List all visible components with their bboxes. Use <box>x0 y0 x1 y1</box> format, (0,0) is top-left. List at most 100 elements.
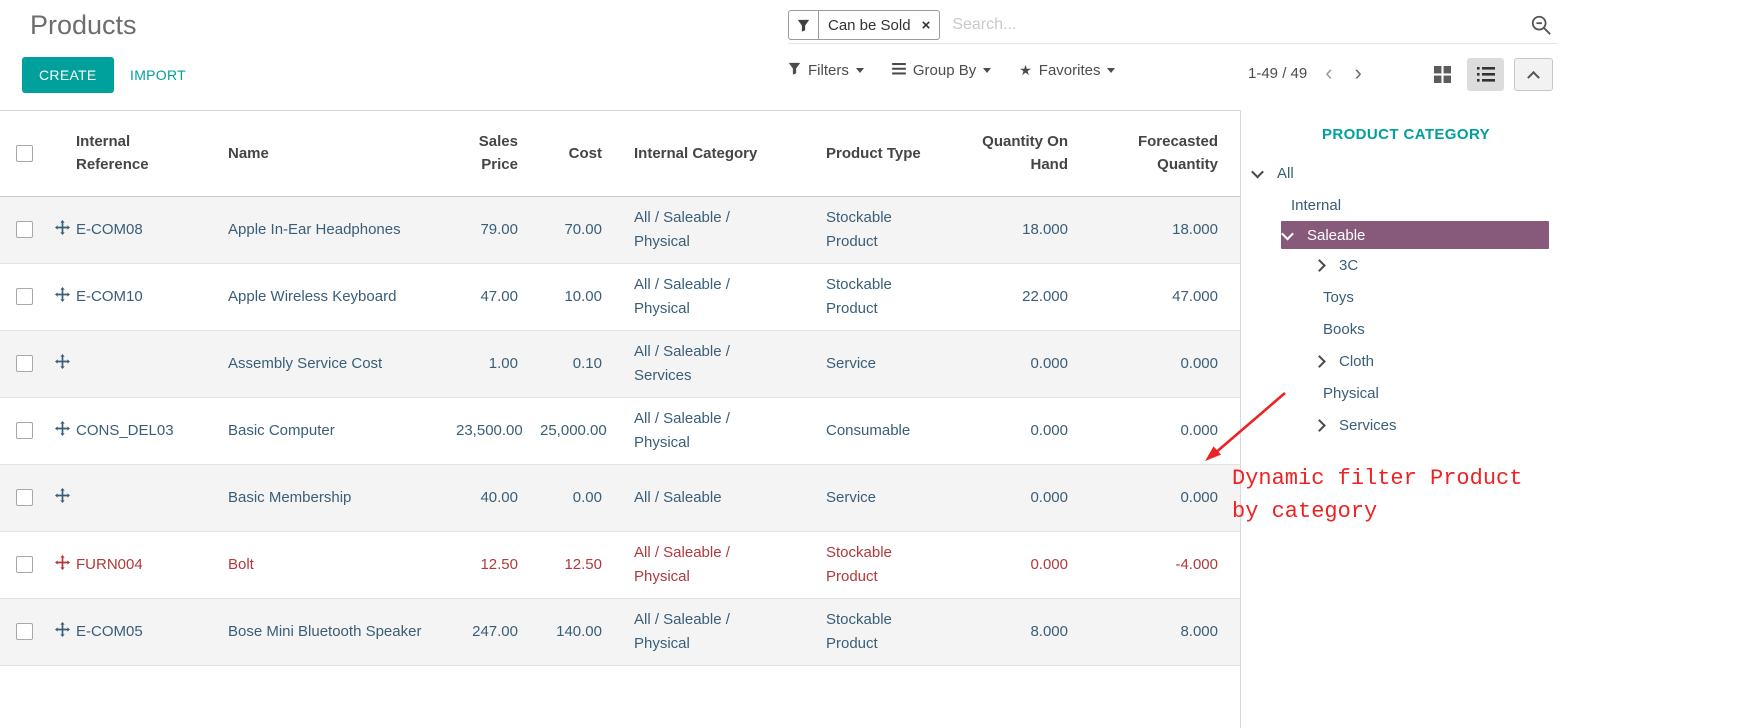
page-title: Products <box>30 10 137 40</box>
chevron-down-icon[interactable] <box>1281 227 1307 240</box>
cell-name: Assembly Service Cost <box>228 354 383 372</box>
cell-sales-price: 23,500.00 <box>456 422 523 439</box>
row-checkbox[interactable] <box>15 355 33 373</box>
cell-forecasted-quantity: 0.000 <box>1180 355 1218 372</box>
search-facet[interactable]: Can be Sold × <box>788 10 941 40</box>
row-checkbox[interactable] <box>15 556 33 574</box>
column-header-sales-price[interactable]: Sales Price <box>478 133 518 174</box>
search-bar: Can be Sold × <box>788 7 1558 44</box>
cell-quantity-on-hand: 0.000 <box>1030 556 1068 573</box>
cell-internal-reference: E-COM08 <box>76 221 143 238</box>
column-header-cost[interactable]: Cost <box>568 144 602 162</box>
sidebar-item-services[interactable]: Services <box>1241 409 1763 441</box>
sidebar-item-cloth[interactable]: Cloth <box>1241 345 1763 377</box>
sidebar-item-internal[interactable]: Internal <box>1291 196 1342 214</box>
group-by-dropdown[interactable]: Group By <box>891 62 992 79</box>
cell-sales-price: 247.00 <box>472 623 518 640</box>
column-header-product-type[interactable]: Product Type <box>826 144 921 162</box>
column-header-forecasted-quantity[interactable]: Forecasted Quantity <box>1137 133 1218 174</box>
pager: 1-49 / 49 ‹ › <box>1248 62 1366 84</box>
filters-dropdown[interactable]: Filters <box>788 62 864 79</box>
cell-internal-reference: E-COM10 <box>76 288 143 305</box>
cell-forecasted-quantity: 47.000 <box>1172 288 1218 305</box>
sidebar-title: PRODUCT CATEGORY <box>1321 126 1491 143</box>
table-row[interactable]: CONS_DEL03 Basic Computer 23,500.00 25,0… <box>0 397 1240 464</box>
cell-product-type: Service <box>826 354 877 372</box>
table-row[interactable]: E-COM05 Bose Mini Bluetooth Speaker 247.… <box>0 598 1240 665</box>
cell-internal-reference <box>76 330 228 397</box>
column-header-internal-category[interactable]: Internal Category <box>634 144 758 162</box>
cell-sales-price: 12.50 <box>480 556 518 573</box>
list-view-button[interactable] <box>1467 58 1504 91</box>
annotation-text: Dynamic filter Product by category <box>1232 466 1523 524</box>
chevron-down-icon <box>855 68 864 73</box>
cell-internal-reference: E-COM05 <box>76 623 143 640</box>
import-button[interactable]: IMPORT <box>122 57 194 93</box>
cell-name: Basic Computer <box>228 421 335 439</box>
pager-next-button[interactable]: › <box>1351 62 1366 84</box>
table-row[interactable]: Basic Membership 40.00 0.00 All / Saleab… <box>0 464 1240 531</box>
cell-internal-category: All / Saleable / Services <box>634 343 730 384</box>
cell-quantity-on-hand: 0.000 <box>1030 422 1068 439</box>
create-button[interactable]: CREATE <box>22 57 114 93</box>
sidebar-item-all[interactable]: All <box>1241 157 1763 189</box>
cell-product-type: Consumable <box>826 421 911 439</box>
column-header-name[interactable]: Name <box>228 144 269 162</box>
cell-internal-reference: CONS_DEL03 <box>76 422 174 439</box>
pager-previous-button[interactable]: ‹ <box>1321 62 1336 84</box>
cell-internal-category: All / Saleable / Physical <box>634 410 730 451</box>
cell-quantity-on-hand: 22.000 <box>1022 288 1068 305</box>
chevron-down-icon[interactable] <box>1251 165 1277 178</box>
star-icon: ★ <box>1019 62 1032 78</box>
sidebar-item-3c[interactable]: 3C <box>1241 249 1763 281</box>
cell-internal-reference <box>76 464 228 531</box>
sidebar-item-toys[interactable]: Toys <box>1323 288 1354 306</box>
cell-quantity-on-hand: 18.000 <box>1022 221 1068 238</box>
chevron-up-icon <box>1527 70 1540 84</box>
facet-remove-icon[interactable]: × <box>921 16 931 34</box>
row-checkbox[interactable] <box>15 221 33 239</box>
column-header-internal-reference[interactable]: Internal Reference <box>76 133 149 174</box>
row-checkbox[interactable] <box>15 422 33 440</box>
table-row[interactable]: E-COM10 Apple Wireless Keyboard 47.00 10… <box>0 263 1240 330</box>
sidebar-item-saleable[interactable]: Saleable <box>1281 221 1549 249</box>
collapse-panel-button[interactable] <box>1514 58 1553 91</box>
table-row[interactable]: E-COM08 Apple In-Ear Headphones 79.00 70… <box>0 196 1240 263</box>
drag-handle-icon[interactable] <box>54 287 70 306</box>
chevron-right-icon[interactable] <box>1313 354 1339 368</box>
drag-handle-icon[interactable] <box>54 555 70 574</box>
row-checkbox[interactable] <box>15 623 33 641</box>
category-tree: All Internal Saleable 3C Toys Books <box>1241 157 1763 441</box>
select-all-checkbox[interactable] <box>15 145 33 163</box>
group-bars-icon <box>891 62 906 79</box>
cell-sales-price: 47.00 <box>480 288 518 305</box>
cell-quantity-on-hand: 0.000 <box>1030 355 1068 372</box>
drag-handle-icon[interactable] <box>54 220 70 239</box>
cell-product-type: Service <box>826 488 877 506</box>
sidebar-item-books[interactable]: Books <box>1323 320 1365 338</box>
cell-name: Bolt <box>228 555 254 573</box>
search-input[interactable] <box>940 16 1530 34</box>
row-checkbox[interactable] <box>15 288 33 306</box>
drag-handle-icon[interactable] <box>54 488 70 507</box>
row-checkbox[interactable] <box>15 489 33 507</box>
sidebar-item-physical[interactable]: Physical <box>1323 384 1379 402</box>
search-icon[interactable] <box>1530 14 1552 36</box>
cell-forecasted-quantity: 18.000 <box>1172 221 1218 238</box>
column-header-quantity-on-hand[interactable]: Quantity On Hand <box>982 133 1068 174</box>
cell-forecasted-quantity: 8.000 <box>1180 623 1218 640</box>
drag-handle-icon[interactable] <box>54 354 70 373</box>
drag-handle-icon[interactable] <box>54 622 70 641</box>
cell-forecasted-quantity: 0.000 <box>1180 489 1218 506</box>
pager-range[interactable]: 1-49 / 49 <box>1248 64 1308 82</box>
chevron-right-icon[interactable] <box>1313 258 1339 272</box>
chevron-right-icon[interactable] <box>1313 418 1339 432</box>
favorites-dropdown[interactable]: ★ Favorites <box>1019 62 1116 79</box>
search-options: Filters Group By ★ Favorites <box>788 62 1116 79</box>
cell-internal-category: All / Saleable / Physical <box>634 611 730 652</box>
table-row[interactable]: Assembly Service Cost 1.00 0.10 All / Sa… <box>0 330 1240 397</box>
cell-internal-reference: FURN004 <box>76 556 143 573</box>
kanban-view-button[interactable] <box>1424 58 1461 91</box>
drag-handle-icon[interactable] <box>54 421 70 440</box>
table-row[interactable]: FURN004 Bolt 12.50 12.50 All / Saleable … <box>0 531 1240 598</box>
